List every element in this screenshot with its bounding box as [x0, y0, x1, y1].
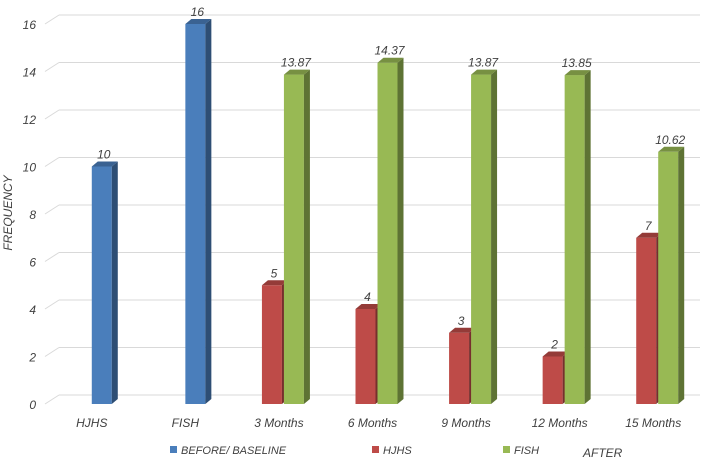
bar-side: [678, 146, 685, 404]
bar-top: [658, 146, 685, 152]
legend-item: HJHS: [372, 445, 412, 457]
bar-top: [261, 280, 288, 286]
bar-top: [564, 70, 591, 76]
grid-line-depth: [44, 14, 60, 25]
y-tick-label: 16: [23, 18, 37, 32]
bar-fish: [377, 57, 404, 405]
legend: BEFORE/ BASELINE HJHS FISH: [170, 445, 539, 457]
y-tick-label: 10: [23, 161, 37, 175]
bar-side: [584, 70, 591, 404]
bar-top: [471, 69, 498, 75]
bar-top: [636, 232, 663, 238]
y-tick-label: 2: [28, 351, 36, 365]
data-label: 10: [97, 148, 111, 162]
y-tick-label: 0: [29, 398, 36, 412]
legend-item: FISH: [503, 445, 539, 457]
y-axis-label: FREQUENCY: [1, 174, 15, 250]
bar-fish: [658, 146, 685, 404]
grid-line-depth: [44, 347, 60, 357]
bar-front: [185, 24, 206, 404]
bar-front: [91, 166, 112, 404]
bar-front: [542, 356, 563, 404]
data-label: 7: [645, 219, 653, 233]
legend-swatch: [503, 446, 510, 453]
grid-line-depth: [44, 109, 60, 120]
bar-side: [491, 69, 498, 405]
bar-top: [377, 57, 404, 63]
bar-side: [303, 69, 310, 405]
data-label: 14.37: [374, 44, 405, 58]
grid-line-depth: [44, 252, 60, 262]
group-label-after: AFTER: [582, 446, 623, 459]
x-category-label: 9 Months: [441, 416, 490, 430]
data-labels: 10 16 5 13.87 4 14.37 3 13.87 2 13.85 7 10.62: [97, 5, 685, 352]
data-label: 16: [191, 5, 205, 19]
legend-swatch: [170, 446, 177, 453]
x-category-label: 15 Months: [625, 416, 681, 430]
bar-side: [111, 161, 118, 404]
bar-front: [355, 309, 376, 404]
data-label: 5: [271, 266, 278, 280]
legend-label: BEFORE/ BASELINE: [181, 445, 287, 457]
x-category-label: 12 Months: [532, 416, 588, 430]
grid-line-depth: [44, 299, 60, 310]
bar-top: [283, 69, 310, 75]
bar-front: [658, 151, 679, 404]
legend-label: HJHS: [383, 445, 412, 457]
grid-line-depth: [44, 62, 60, 72]
bar-before-baseline: [185, 19, 212, 404]
data-label: 4: [364, 290, 371, 304]
bar-top: [185, 19, 212, 24]
bar-side: [205, 19, 212, 404]
data-label: 10.62: [655, 133, 685, 147]
bar-front: [564, 75, 585, 404]
bar-front: [377, 62, 398, 405]
y-tick-label: 14: [23, 66, 37, 80]
y-tick-label: 6: [29, 256, 36, 270]
bar-fish: [471, 69, 498, 405]
y-tick-label: 4: [29, 303, 36, 317]
bar-fish: [564, 70, 591, 404]
bar-front: [449, 332, 470, 404]
y-axis-ticks: 0 2 4 6 8 10 12 14 16: [23, 18, 37, 412]
x-category-label: HJHS: [76, 416, 107, 430]
bar-top: [542, 351, 569, 357]
y-tick-label: 8: [29, 208, 36, 222]
legend-label: FISH: [514, 445, 539, 457]
grid-line-depth: [44, 157, 60, 167]
bar-front: [636, 237, 657, 404]
legend-item: BEFORE/ BASELINE: [170, 445, 287, 457]
x-category-label: 3 Months: [254, 416, 303, 430]
bar-front: [261, 285, 282, 404]
data-label: 13.85: [562, 56, 592, 70]
y-tick-label: 12: [23, 113, 37, 127]
bar-front: [471, 74, 492, 405]
bar-top: [91, 161, 118, 167]
bar-top: [449, 327, 476, 333]
grid-line-depth: [44, 204, 60, 215]
data-label: 2: [550, 338, 558, 352]
data-label: 13.87: [468, 56, 499, 70]
bar-before-baseline: [91, 161, 118, 404]
x-category-label: 6 Months: [348, 416, 397, 430]
data-label: 13.87: [281, 56, 312, 70]
x-category-label: FISH: [172, 416, 200, 430]
x-axis-categories: HJHS FISH 3 Months 6 Months 9 Months 12 Month…: [76, 416, 681, 430]
legend-swatch: [372, 446, 379, 453]
grid-line-depth: [44, 394, 60, 405]
data-label: 3: [458, 314, 465, 328]
bar-top: [355, 304, 382, 309]
bar-fish: [283, 69, 310, 405]
bars: [91, 19, 685, 405]
bar-front: [283, 74, 304, 405]
bar-side: [397, 57, 404, 405]
